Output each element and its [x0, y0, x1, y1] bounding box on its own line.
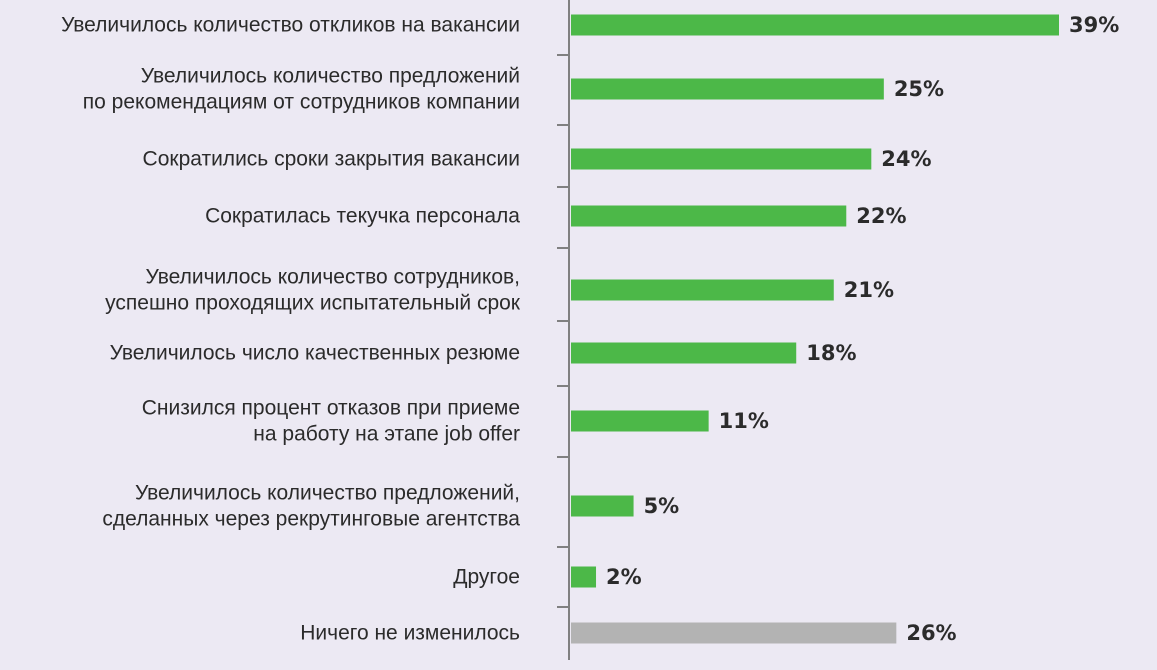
bar	[571, 410, 709, 432]
category-label: по рекомендациям от сотрудников компании	[83, 91, 520, 114]
category-label: Сократились сроки закрытия вакансии	[143, 148, 520, 171]
value-label: 21%	[844, 278, 894, 302]
category-label: на работу на этапе job offer	[253, 423, 520, 446]
category-label: успешно проходящих испытательный срок	[105, 292, 521, 315]
category-label: Увеличилось количество предложений,	[135, 482, 520, 505]
value-label: 11%	[719, 409, 769, 433]
category-label: Увеличилось число качественных резюме	[110, 342, 520, 365]
value-label: 24%	[881, 147, 931, 171]
category-label: Сократилась текучка персонала	[205, 205, 520, 228]
category-label: Увеличилось количество предложений	[141, 65, 520, 88]
bar	[571, 78, 884, 100]
value-label: 22%	[856, 204, 906, 228]
bar	[571, 205, 847, 227]
value-label: 25%	[894, 77, 944, 101]
value-label: 39%	[1069, 13, 1119, 37]
bar	[571, 342, 797, 364]
bar	[571, 622, 897, 644]
category-label: Ничего не изменилось	[300, 622, 520, 645]
bar	[571, 14, 1059, 36]
category-label: Увеличилось количество сотрудников,	[146, 266, 520, 289]
bar	[571, 279, 834, 301]
bar	[571, 148, 872, 170]
category-label: Увеличилось количество откликов на вакан…	[61, 14, 520, 37]
bar	[571, 566, 597, 588]
value-label: 5%	[644, 494, 680, 518]
value-label: 2%	[606, 565, 642, 589]
bar	[571, 495, 634, 517]
value-label: 18%	[806, 341, 856, 365]
category-label: сделанных через рекрутинговые агентства	[102, 508, 520, 531]
category-label: Другое	[453, 566, 520, 589]
value-label: 26%	[906, 621, 956, 645]
category-label: Снизился процент отказов при приеме	[142, 397, 520, 420]
